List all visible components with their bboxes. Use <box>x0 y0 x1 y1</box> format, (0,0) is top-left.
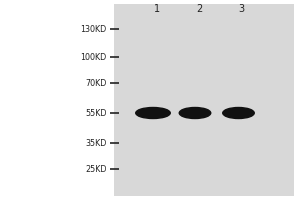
FancyBboxPatch shape <box>114 4 294 196</box>
Ellipse shape <box>179 108 211 118</box>
Text: 2: 2 <box>196 4 202 14</box>
Text: 1: 1 <box>154 4 160 14</box>
Text: 3: 3 <box>238 4 244 14</box>
Text: 70KD: 70KD <box>85 78 106 88</box>
Text: 25KD: 25KD <box>85 164 106 173</box>
Text: 55KD: 55KD <box>85 108 106 117</box>
Ellipse shape <box>136 108 170 118</box>
Text: 35KD: 35KD <box>85 138 106 148</box>
Text: 100KD: 100KD <box>80 52 106 62</box>
Ellipse shape <box>223 108 254 118</box>
Text: 130KD: 130KD <box>80 24 106 33</box>
